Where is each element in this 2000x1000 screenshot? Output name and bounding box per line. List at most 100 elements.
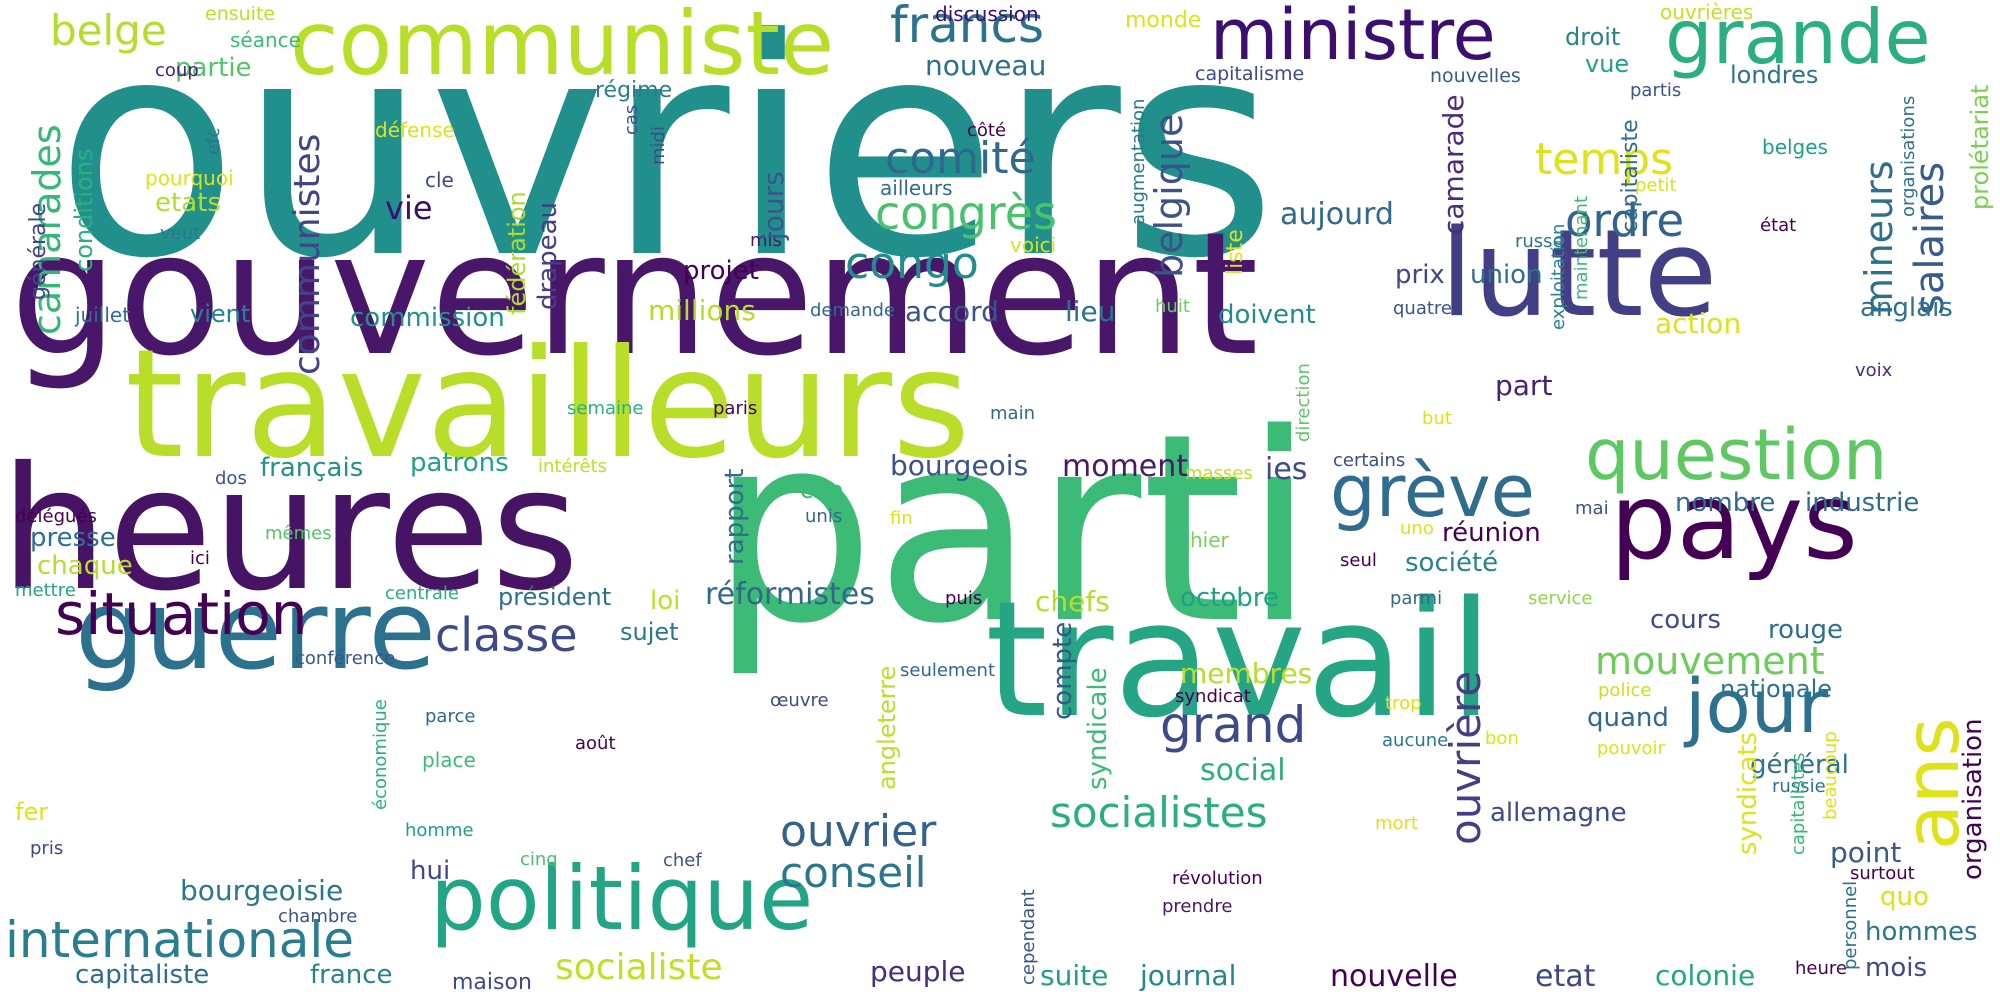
word-quo: quo	[1880, 882, 1929, 912]
word-heures: heures	[0, 431, 580, 629]
word-suite: suite	[1040, 959, 1109, 992]
word-camarade: camarade	[1437, 94, 1470, 235]
word-travailleurs: travailleurs	[125, 318, 971, 492]
word-defense: défense	[375, 118, 455, 142]
word-masses: masses	[1185, 463, 1253, 484]
word-pris: pris	[30, 838, 64, 859]
word-voix: voix	[1855, 360, 1893, 381]
word-capitaliste: capitaliste	[75, 960, 210, 990]
word-seul: seul	[1340, 550, 1377, 571]
word-liste: liste	[1223, 229, 1248, 275]
word-temps: temps	[1535, 134, 1674, 185]
word-conditions: conditions	[70, 148, 98, 272]
word-ouvriere: ouvrière	[1441, 670, 1490, 845]
word-chaque: chaque	[37, 551, 133, 581]
word-fin: fin	[890, 508, 913, 529]
word-veut: veut	[160, 223, 201, 244]
word-parmi: parmi	[1390, 588, 1443, 609]
word-chefs: chefs	[1035, 585, 1110, 618]
word-demande: demande	[810, 300, 895, 321]
word-pouvoir: pouvoir	[1597, 738, 1665, 759]
word-aujourd: aujourd	[1280, 197, 1394, 232]
word-vie: vie	[385, 189, 433, 227]
word-aucune: aucune	[1382, 730, 1449, 751]
word-but: but	[1422, 408, 1452, 429]
word-parti: parti	[710, 379, 1316, 681]
word-socialistes: socialistes	[1050, 788, 1268, 837]
word-heure: heure	[1795, 958, 1847, 979]
word-reformistes: réformistes	[705, 577, 875, 612]
word-mouvement: mouvement	[1595, 639, 1825, 683]
word-memes: mêmes	[265, 523, 332, 544]
word-communiste: communiste	[290, 0, 835, 95]
word-aout: août	[575, 733, 616, 754]
word-londres: londres	[1730, 61, 1819, 89]
word-che: che	[800, 476, 844, 504]
word-beaucoup: beaucoup	[1820, 731, 1841, 820]
word-nombre: nombre	[1675, 488, 1776, 518]
word-uno: uno	[1400, 518, 1434, 539]
word-ies: ies	[1265, 452, 1308, 487]
word-loi: loi	[650, 586, 681, 616]
word-france: france	[310, 960, 393, 990]
word-organisations: organisations	[1898, 95, 1919, 217]
word-cependant: cependant	[1018, 889, 1039, 985]
word-organisation: organisation	[1958, 718, 1988, 880]
word-sujet: sujet	[620, 618, 679, 646]
word-ouvriers: ouvriers	[55, 0, 1278, 324]
word-nouvelles: nouvelles	[1430, 65, 1521, 87]
word-discussion: discussion	[935, 2, 1039, 26]
word-bon: bon	[1485, 728, 1519, 749]
word-pays: pays	[1610, 461, 1858, 583]
word-social: social	[1200, 753, 1286, 788]
word-bourgeois: bourgeois	[890, 449, 1029, 482]
word-paris: paris	[713, 398, 758, 419]
word-conseil: conseil	[780, 848, 927, 897]
word-nouveau: nouveau	[925, 49, 1047, 82]
word-nationale: nationale	[1720, 675, 1833, 703]
word-prendre: prendre	[1162, 896, 1233, 917]
word-socialiste: socialiste	[555, 947, 723, 988]
word-interets: intérêts	[538, 456, 608, 477]
word-russe: russe	[1515, 231, 1564, 252]
word-ouvrieres: ouvrières	[1660, 0, 1754, 24]
word-etats: etats	[155, 188, 221, 218]
word-presse: presse	[30, 523, 116, 553]
word-fer: fer	[15, 798, 49, 826]
word-chef: chef	[663, 850, 702, 871]
word-point: point	[1830, 836, 1902, 869]
word-conference: conférence	[295, 648, 396, 669]
word-direction: direction	[1293, 363, 1314, 442]
word-homme: homme	[405, 820, 474, 841]
word-communistes: communistes	[287, 133, 328, 375]
word-ouvrier: ouvrier	[780, 806, 937, 857]
word-cinq: cinq	[520, 849, 558, 870]
word-cas: cas	[621, 104, 642, 135]
word-francais: français	[260, 453, 364, 483]
word-parce: parce	[425, 706, 476, 727]
word-voici: voici	[1010, 233, 1057, 257]
word-accord: accord	[905, 295, 999, 328]
word-mai: mai	[1575, 498, 1609, 519]
word-nouvelle: nouvelle	[1330, 959, 1458, 994]
word-exploitation: exploitation	[1548, 223, 1569, 330]
word-ordre: ordre	[1565, 194, 1685, 247]
word-rapport: rapport	[720, 468, 750, 565]
word-angleterre: angleterre	[873, 665, 901, 790]
word-capitalistes: capitalistes	[1788, 752, 1809, 855]
word-generale: générale	[26, 202, 51, 300]
word-part: part	[1495, 369, 1553, 402]
word-syndicat: syndicat	[1175, 686, 1251, 707]
word-delegues: délégués	[15, 506, 97, 527]
word-classe: classe	[435, 608, 578, 662]
word-mois: mois	[1865, 953, 1928, 983]
word-cote: côté	[967, 120, 1007, 141]
word-personnel: personnel	[1840, 880, 1861, 970]
word-belges: belges	[1762, 135, 1828, 159]
word-compte: compte	[1048, 621, 1078, 720]
word-grande: grande	[1665, 0, 1931, 81]
word-syndicats: syndicats	[1733, 731, 1763, 855]
word-projet: projet	[683, 256, 759, 286]
word-monde: monde	[1125, 8, 1202, 33]
